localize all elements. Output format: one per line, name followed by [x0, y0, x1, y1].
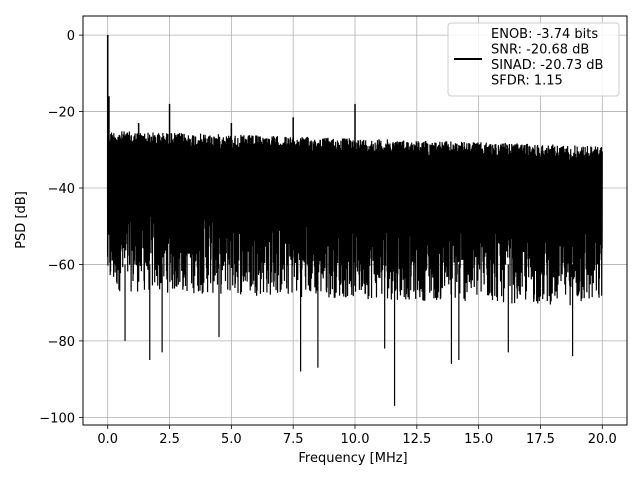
- y-tick-label: −60: [48, 258, 75, 273]
- x-tick-label: 0.0: [97, 432, 118, 447]
- x-tick-label: 2.5: [159, 432, 180, 447]
- y-tick-label: 0: [67, 29, 75, 44]
- x-axis-label: Frequency [MHz]: [298, 451, 407, 466]
- legend-entry-line: SFDR: 1.15: [491, 74, 563, 89]
- legend-entry-line: SNR: -20.68 dB: [491, 43, 589, 58]
- y-tick-label: −40: [48, 182, 75, 197]
- x-tick-label: 7.5: [283, 432, 304, 447]
- x-tick-label: 17.5: [526, 432, 555, 447]
- y-tick-label: −100: [39, 411, 75, 426]
- y-tick-label: −20: [48, 106, 75, 121]
- legend-entry-line: ENOB: -3.74 bits: [491, 27, 598, 42]
- x-tick-label: 15.0: [464, 432, 493, 447]
- y-tick-label: −80: [48, 335, 75, 350]
- legend-box: [447, 22, 620, 97]
- x-tick-label: 5.0: [221, 432, 242, 447]
- x-axis-ticks: 0.0 2.5 5.0 7.5 10.0 12.5 15.0 17.5 20.0: [97, 425, 617, 447]
- x-tick-label: 10.0: [341, 432, 370, 447]
- x-tick-label: 12.5: [402, 432, 431, 447]
- series-layer: [106, 35, 603, 406]
- legend-entry-line: SINAD: -20.73 dB: [491, 58, 603, 73]
- y-axis-label: PSD [dB]: [14, 191, 29, 249]
- y-axis-ticks: 0 −20 −40 −60 −80 −100: [39, 29, 83, 426]
- x-tick-label: 20.0: [588, 432, 617, 447]
